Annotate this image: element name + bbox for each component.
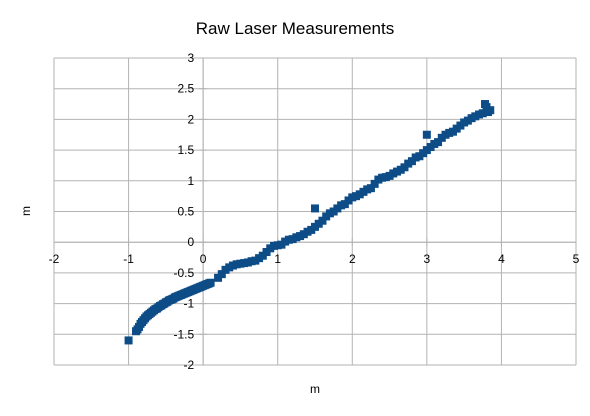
y-tick-label: 1.5 <box>177 143 194 157</box>
x-tick-label: 5 <box>573 252 580 266</box>
y-tick-labels: 3 2.5 2 1.5 1 0.5 0 -0.5 -1 -1.5 -2 <box>173 51 194 372</box>
y-tick-label: 0 <box>187 235 194 249</box>
x-tick-label: 2 <box>349 252 356 266</box>
y-tick-label: 1 <box>187 174 194 188</box>
x-tick-label: 1 <box>274 252 281 266</box>
data-points <box>125 100 495 344</box>
chart-title: Raw Laser Measurements <box>196 19 394 38</box>
data-point <box>207 279 215 287</box>
y-tick-label: -1.5 <box>173 327 194 341</box>
y-tick-label: 2.5 <box>177 82 194 96</box>
y-axis-label: m <box>19 206 33 216</box>
y-tick-label: 2 <box>187 112 194 126</box>
x-tick-labels: -2 -1 0 1 2 3 4 5 <box>49 252 580 266</box>
y-tick-label: 3 <box>187 51 194 65</box>
data-point <box>486 106 494 114</box>
y-tick-label: -1 <box>183 297 194 311</box>
y-tick-label: -2 <box>183 358 194 372</box>
y-tick-label: -0.5 <box>173 266 194 280</box>
x-axis-label: m <box>310 382 320 396</box>
x-tick-label: 3 <box>424 252 431 266</box>
x-tick-label: 4 <box>498 252 505 266</box>
data-point <box>125 336 133 344</box>
y-tick-label: 0.5 <box>177 205 194 219</box>
x-tick-label: 0 <box>200 252 207 266</box>
data-point <box>423 131 431 139</box>
x-tick-label: -2 <box>49 252 60 266</box>
x-tick-label: -1 <box>123 252 134 266</box>
data-point <box>311 204 319 212</box>
